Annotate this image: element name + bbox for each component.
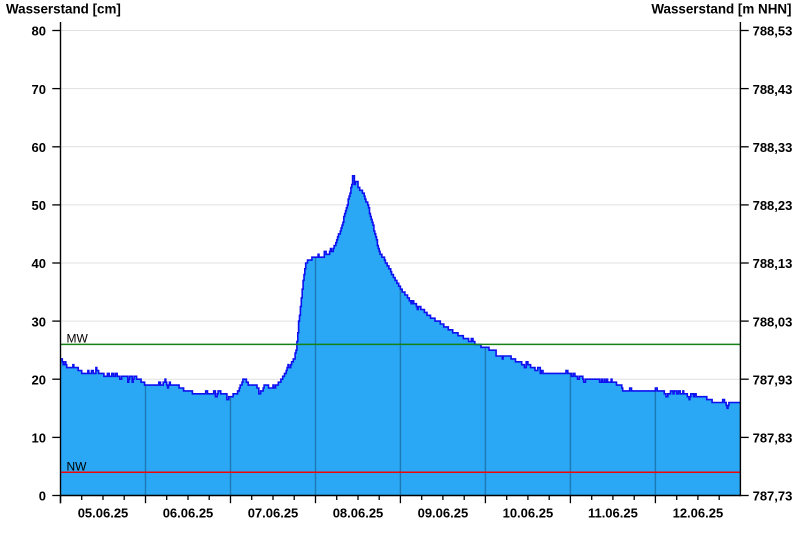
svg-text:788,13: 788,13 [753,256,793,271]
svg-text:788,23: 788,23 [753,198,793,213]
svg-text:787,83: 787,83 [753,431,793,446]
svg-text:NW: NW [67,459,88,473]
svg-text:MW: MW [67,332,89,346]
svg-text:11.06.25: 11.06.25 [588,506,638,521]
svg-text:0: 0 [39,489,46,504]
svg-text:20: 20 [32,372,46,387]
svg-text:07.06.25: 07.06.25 [248,506,299,521]
svg-text:10: 10 [32,431,46,446]
svg-text:05.06.25: 05.06.25 [78,506,129,521]
svg-text:787,93: 787,93 [753,372,793,387]
svg-text:10.06.25: 10.06.25 [503,506,554,521]
svg-text:50: 50 [32,198,46,213]
svg-text:Wasserstand [m NHN]: Wasserstand [m NHN] [651,1,791,16]
svg-text:09.06.25: 09.06.25 [418,506,469,521]
svg-text:30: 30 [32,314,46,329]
svg-text:788,53: 788,53 [753,24,793,39]
svg-text:788,03: 788,03 [753,314,793,329]
svg-text:Wasserstand [cm]: Wasserstand [cm] [6,1,121,16]
svg-text:80: 80 [32,24,46,39]
svg-text:40: 40 [32,256,46,271]
svg-text:60: 60 [32,140,46,155]
svg-text:788,43: 788,43 [753,82,793,97]
svg-text:08.06.25: 08.06.25 [333,506,384,521]
svg-text:12.06.25: 12.06.25 [673,506,724,521]
svg-text:06.06.25: 06.06.25 [163,506,214,521]
svg-text:70: 70 [32,82,46,97]
svg-text:787,73: 787,73 [753,489,793,504]
svg-text:788,33: 788,33 [753,140,793,155]
